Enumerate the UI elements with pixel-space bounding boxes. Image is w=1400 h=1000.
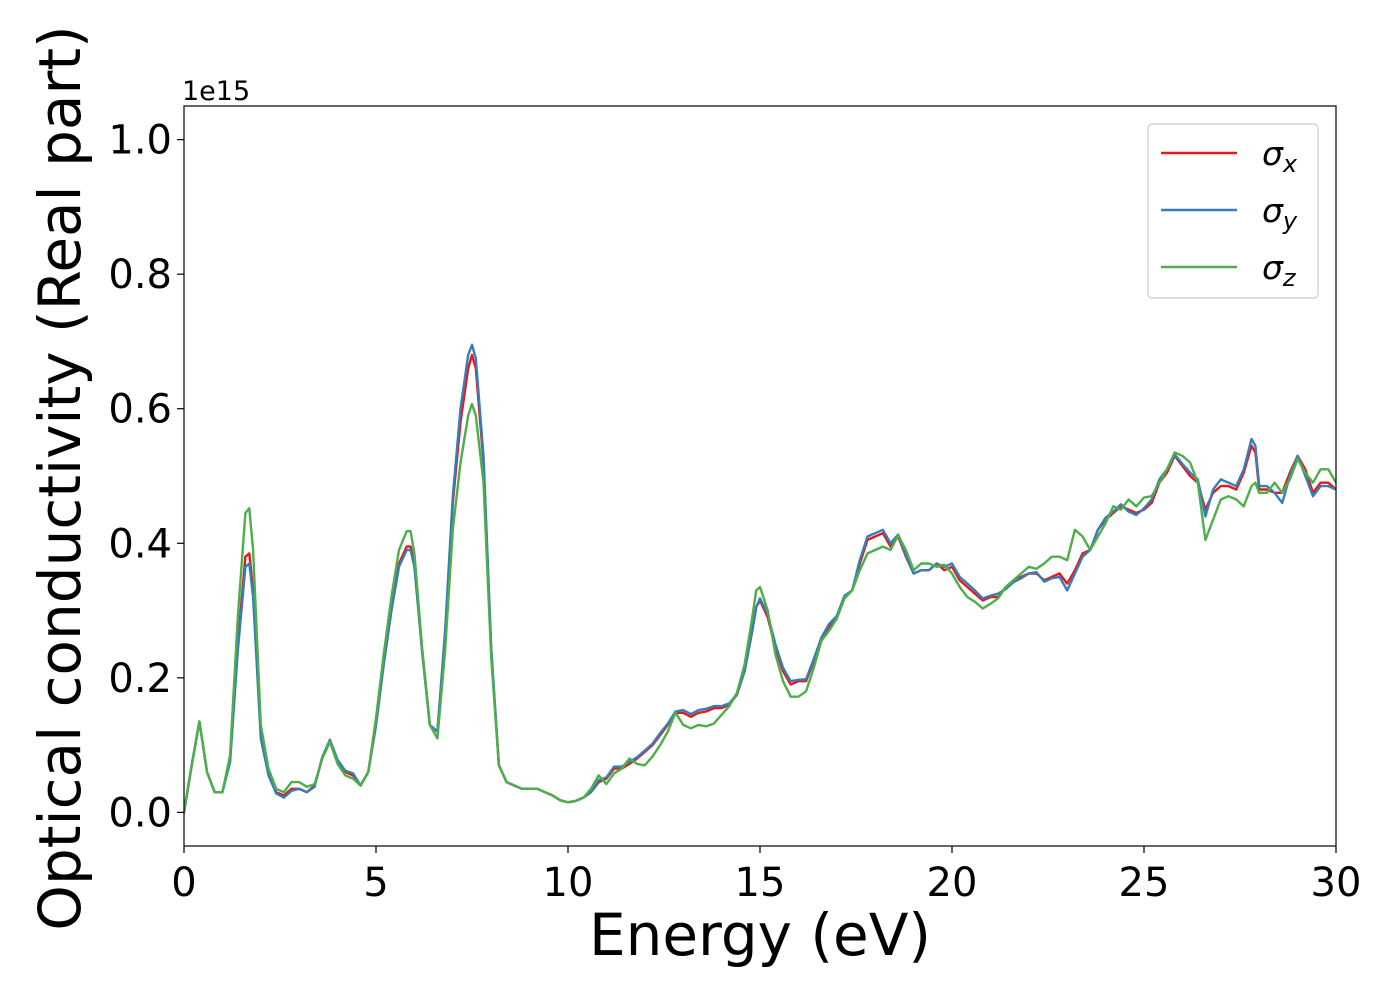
x-tick-label: 20: [927, 860, 978, 906]
y-offset-text: 1e15: [182, 76, 250, 107]
y-axis-label: Optical conductivity (Real part): [26, 25, 94, 930]
legend-label-y: σy: [1262, 191, 1298, 235]
y-tick-label: 0.0: [108, 790, 172, 836]
x-tick-label: 15: [735, 860, 786, 906]
series-line-z: [184, 402, 1336, 814]
y-tick-label: 0.6: [108, 387, 172, 433]
x-tick-label: 30: [1311, 860, 1362, 906]
legend-label-z: σz: [1262, 248, 1297, 292]
x-tick-label: 25: [1119, 860, 1170, 906]
legend: σx σy σz: [1147, 123, 1319, 299]
y-axis: 0.0 0.2 0.4 0.6 0.8 1.0: [108, 118, 184, 836]
series-layer: [184, 343, 1336, 814]
x-axis: 0 5 10 15 20 25 30: [171, 846, 1361, 906]
legend-label-x: σx: [1262, 134, 1298, 178]
y-tick-label: 0.4: [108, 521, 172, 567]
x-axis-label: Energy (eV): [589, 901, 931, 969]
x-tick-label: 5: [363, 860, 388, 906]
y-tick-label: 0.8: [108, 252, 172, 298]
x-tick-label: 10: [543, 860, 594, 906]
y-tick-label: 0.2: [108, 656, 172, 702]
y-tick-label: 1.0: [108, 118, 172, 164]
x-tick-label: 0: [171, 860, 196, 906]
